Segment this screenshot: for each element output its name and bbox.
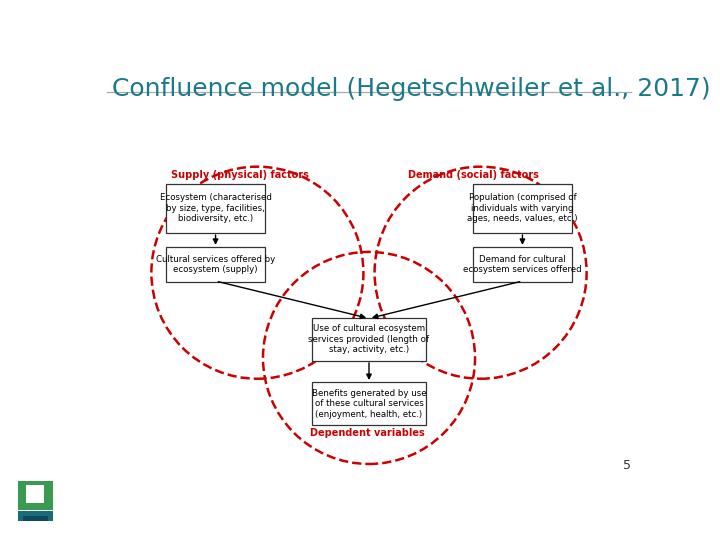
- Text: Cultural services offered by
ecosystem (supply): Cultural services offered by ecosystem (…: [156, 255, 275, 274]
- Text: Ecosystem (characterised
by size, type, facilities,
biodiversity, etc.): Ecosystem (characterised by size, type, …: [160, 193, 271, 223]
- Text: Dependent variables: Dependent variables: [310, 428, 425, 438]
- Text: Population (comprised of
individuals with varying
ages, needs, values, etc.): Population (comprised of individuals wit…: [467, 193, 577, 223]
- Text: Confluence model (Hegetschweiler et al., 2017): Confluence model (Hegetschweiler et al.,…: [112, 77, 711, 102]
- FancyBboxPatch shape: [312, 318, 426, 361]
- Bar: [23, 516, 48, 521]
- Text: 5: 5: [624, 460, 631, 472]
- Text: Demand for cultural
ecosystem services offered: Demand for cultural ecosystem services o…: [463, 255, 582, 274]
- Bar: [18, 481, 53, 510]
- FancyBboxPatch shape: [472, 184, 572, 233]
- Bar: [18, 511, 53, 521]
- Text: Demand (social) factors: Demand (social) factors: [408, 170, 539, 180]
- FancyBboxPatch shape: [312, 382, 426, 426]
- Text: Supply (physical) factors: Supply (physical) factors: [171, 170, 309, 180]
- Text: Use of cultural ecosystem
services provided (length of
stay, activity, etc.): Use of cultural ecosystem services provi…: [308, 325, 430, 354]
- FancyBboxPatch shape: [166, 184, 266, 233]
- FancyBboxPatch shape: [472, 247, 572, 282]
- FancyBboxPatch shape: [166, 247, 266, 282]
- Text: Benefits generated by use
of these cultural services
(enjoyment, health, etc.): Benefits generated by use of these cultu…: [312, 389, 426, 419]
- Bar: [27, 485, 44, 503]
